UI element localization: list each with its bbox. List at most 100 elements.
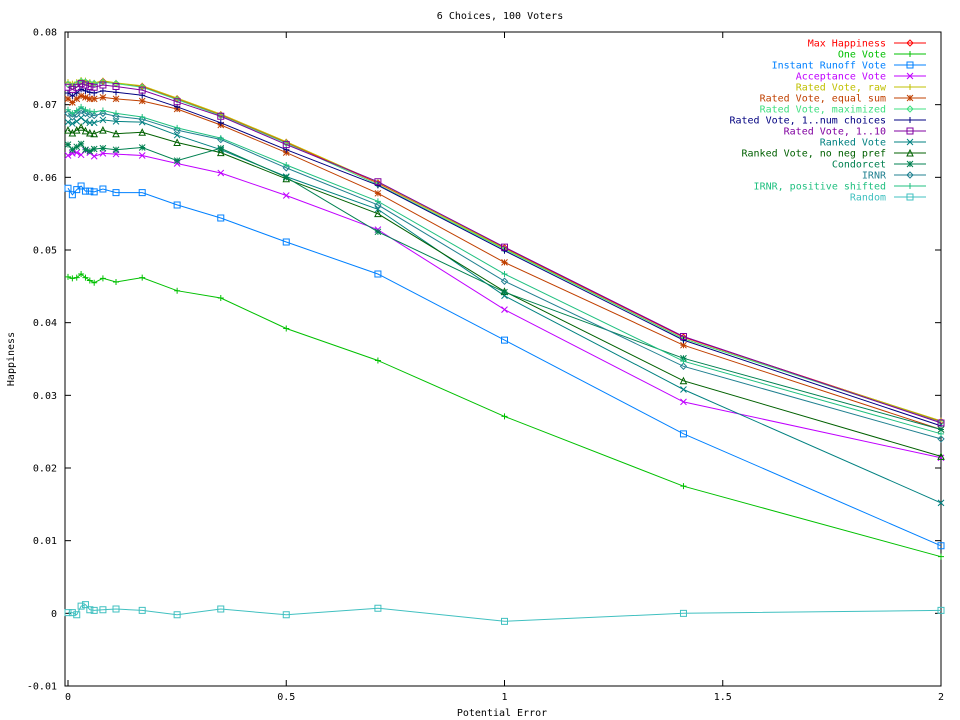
data-point bbox=[64, 109, 72, 118]
data-point bbox=[73, 149, 81, 156]
data-point bbox=[73, 274, 80, 281]
data-point bbox=[501, 270, 508, 277]
data-point bbox=[217, 119, 224, 126]
data-point bbox=[501, 336, 508, 344]
legend-item: Condorcet bbox=[832, 160, 926, 171]
data-point bbox=[173, 157, 181, 164]
data-point bbox=[65, 106, 71, 113]
data-point bbox=[173, 126, 181, 134]
data-point bbox=[86, 147, 94, 155]
data-point bbox=[374, 198, 381, 205]
series-rated-vote-1-10 bbox=[64, 80, 945, 427]
legend-item: Rated Vote, maximized bbox=[760, 105, 926, 116]
y-tick-label: 0.05 bbox=[33, 246, 57, 257]
data-point bbox=[90, 145, 98, 153]
data-point bbox=[680, 341, 687, 349]
legend-marker bbox=[906, 127, 914, 135]
data-point bbox=[501, 413, 508, 420]
legend-item: Random bbox=[850, 193, 926, 204]
data-point bbox=[500, 277, 509, 285]
chart-title: 6 Choices, 100 Voters bbox=[437, 11, 563, 22]
data-point bbox=[217, 112, 225, 120]
data-point bbox=[90, 95, 98, 103]
data-point bbox=[938, 430, 944, 437]
data-point bbox=[217, 214, 225, 222]
data-point bbox=[112, 83, 120, 90]
data-point bbox=[374, 357, 381, 364]
y-tick-label: 0.03 bbox=[33, 391, 57, 402]
data-point bbox=[78, 103, 85, 110]
data-point bbox=[91, 279, 98, 286]
data-point bbox=[938, 553, 944, 560]
data-point bbox=[112, 129, 120, 138]
data-point bbox=[374, 604, 382, 612]
series-line bbox=[67, 117, 942, 504]
data-point bbox=[112, 605, 120, 613]
legend-item: Acceptance Vote bbox=[796, 72, 926, 83]
data-point bbox=[217, 605, 225, 613]
data-point bbox=[138, 152, 146, 159]
data-point bbox=[86, 95, 94, 103]
legend-label: IRNR, positive shifted bbox=[754, 182, 886, 193]
legend-item: IRNR bbox=[862, 171, 926, 182]
data-point bbox=[77, 80, 85, 88]
data-point bbox=[937, 452, 945, 460]
series-line bbox=[67, 88, 942, 427]
data-point bbox=[99, 125, 107, 134]
legend-label: Ranked Vote, no neg pref bbox=[742, 149, 887, 160]
data-point bbox=[374, 201, 382, 209]
series-one-vote bbox=[65, 270, 944, 560]
data-point bbox=[68, 113, 77, 121]
legend-marker bbox=[907, 84, 913, 90]
y-tick-label: 0.04 bbox=[33, 318, 57, 329]
data-point bbox=[680, 337, 687, 344]
data-point bbox=[90, 83, 98, 91]
data-point bbox=[374, 209, 382, 218]
data-point bbox=[113, 278, 120, 285]
data-point bbox=[73, 107, 80, 114]
data-point bbox=[113, 89, 120, 96]
legend-label: Max Happiness bbox=[808, 39, 886, 50]
legend-item: Instant Runoff Vote bbox=[772, 61, 926, 72]
legend-marker bbox=[906, 193, 914, 201]
legend-marker bbox=[906, 148, 914, 157]
data-point bbox=[374, 189, 382, 197]
legend-label: Acceptance Vote bbox=[796, 72, 886, 83]
data-point bbox=[282, 192, 290, 199]
data-point bbox=[81, 126, 90, 135]
data-point bbox=[86, 111, 94, 119]
legend-marker bbox=[907, 117, 913, 123]
data-point bbox=[73, 143, 81, 151]
legend-item: IRNR, positive shifted bbox=[754, 182, 926, 193]
data-point bbox=[679, 376, 688, 385]
data-point bbox=[282, 141, 290, 149]
data-point bbox=[173, 138, 181, 146]
legend-item: Max Happiness bbox=[808, 39, 926, 50]
data-point bbox=[69, 110, 76, 117]
data-point bbox=[69, 120, 76, 127]
data-point bbox=[112, 189, 120, 197]
data-point bbox=[90, 152, 98, 160]
y-tick-label: -0.01 bbox=[27, 682, 57, 693]
data-point bbox=[64, 152, 72, 159]
data-point bbox=[138, 144, 146, 151]
data-point bbox=[78, 270, 85, 277]
legend-label: One Vote bbox=[838, 50, 886, 61]
data-point bbox=[82, 94, 89, 101]
legend-marker bbox=[906, 72, 914, 80]
legend-item: Rated Vote, 1..10 bbox=[784, 127, 926, 138]
legend-label: Rated Vote, equal sum bbox=[760, 94, 886, 105]
data-point bbox=[937, 435, 945, 443]
data-point bbox=[679, 430, 687, 438]
data-point bbox=[65, 90, 71, 97]
data-point bbox=[77, 182, 85, 190]
series-condorcet bbox=[64, 140, 945, 433]
legend-marker bbox=[906, 61, 914, 69]
data-point bbox=[282, 238, 290, 246]
data-point bbox=[374, 182, 381, 189]
data-point bbox=[77, 92, 85, 100]
series-random bbox=[64, 601, 945, 625]
data-point bbox=[374, 178, 382, 186]
legend-label: Rated Vote, maximized bbox=[760, 105, 886, 116]
